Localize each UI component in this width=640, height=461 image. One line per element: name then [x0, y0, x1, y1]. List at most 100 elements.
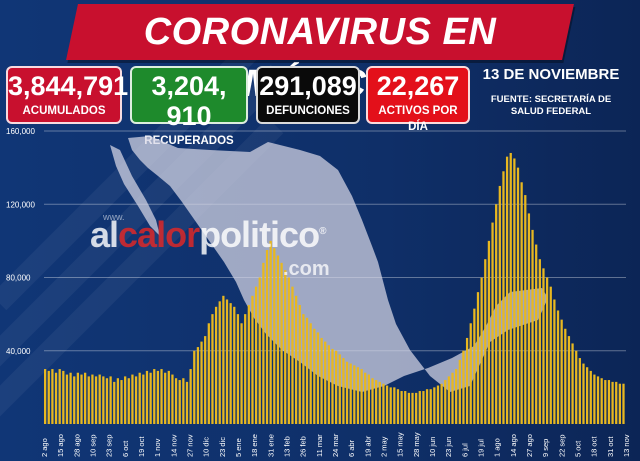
bar: [505, 156, 509, 424]
bar: [371, 378, 374, 424]
bar: [276, 255, 280, 424]
bar: [556, 310, 560, 424]
x-tick-label: 6 abr: [347, 439, 356, 457]
bar: [222, 295, 225, 424]
bar: [65, 374, 69, 424]
bar: [94, 376, 98, 424]
bar: [385, 385, 389, 424]
bar: [193, 350, 196, 424]
stat-accumulated-value: 3,844,791: [8, 71, 129, 101]
x-tick-label: 15 may: [396, 432, 405, 457]
x-tick-label: 18 oct: [590, 436, 599, 457]
bar: [269, 240, 272, 425]
bar: [145, 370, 149, 424]
bar: [553, 299, 556, 424]
bar: [185, 381, 189, 424]
bar: [131, 374, 134, 424]
x-tick-label: 19 abr: [363, 435, 372, 457]
bar: [491, 222, 494, 424]
stat-recovered-value: 3,204, 910: [151, 71, 227, 131]
bar: [407, 392, 411, 424]
watermark-part: al: [90, 214, 119, 255]
x-tick-label: 10 jun: [428, 437, 437, 457]
bar: [124, 376, 127, 424]
watermark-logo: alcalorpolitico®: [90, 214, 327, 256]
bar: [476, 292, 480, 424]
bar: [200, 341, 203, 424]
bar: [214, 306, 218, 424]
bar: [458, 359, 461, 424]
bar: [80, 374, 83, 424]
bar: [353, 365, 356, 424]
bar: [487, 240, 491, 425]
bar: [567, 336, 571, 424]
x-tick-label: 14 nov: [169, 434, 178, 457]
bar: [105, 378, 109, 424]
watermark-www: www.: [103, 212, 125, 222]
bar: [47, 370, 50, 424]
bar: [313, 328, 316, 424]
bar: [120, 380, 123, 424]
watermark-part-red: calor: [118, 214, 200, 255]
bar: [382, 383, 385, 424]
x-tick-label: 1 ago: [493, 438, 502, 457]
x-tick-label: 10 dic: [202, 437, 211, 457]
x-tick-label: 27 nov: [186, 434, 195, 457]
stat-deaths: 291,089 DEFUNCIONES: [256, 66, 360, 124]
x-tick-label: 23 jun: [444, 437, 453, 457]
bar: [349, 363, 352, 424]
bar: [596, 376, 600, 424]
bar: [593, 374, 596, 424]
stat-active: 22,267 ACTIVOS POR DÍA: [366, 66, 470, 133]
x-tick-label: 13 nov: [622, 434, 631, 457]
x-tick-label: 19 jul: [477, 439, 486, 457]
bar: [294, 295, 298, 424]
bar: [116, 378, 120, 424]
y-tick-label: 80,000: [6, 274, 31, 283]
bar: [51, 369, 54, 424]
bar: [571, 343, 574, 424]
bar: [433, 387, 436, 425]
chart-axis: 160,000 120,000 80,000 40,000 2 ago 15 ago 28 …: [6, 127, 631, 457]
bar: [575, 350, 578, 424]
bar: [607, 380, 611, 424]
x-tick-label: 9 sep: [541, 439, 550, 457]
bar: [404, 391, 407, 424]
report-date: 13 DE NOVIEMBRE: [482, 66, 620, 83]
bar: [600, 378, 603, 424]
bar: [247, 304, 250, 424]
bar: [345, 361, 349, 424]
bar: [495, 204, 498, 424]
bar: [291, 286, 294, 424]
stat-active-value: 22,267: [376, 71, 460, 101]
bar: [604, 380, 607, 424]
bar: [331, 348, 334, 424]
bar: [535, 244, 538, 424]
x-tick-label: 11 mar: [315, 434, 324, 457]
bar: [484, 259, 487, 424]
bar: [531, 229, 534, 424]
bar: [164, 372, 167, 424]
x-tick-label: 1 nov: [153, 438, 162, 457]
x-tick-label: 18 ene: [250, 434, 259, 457]
bar: [309, 323, 312, 424]
bar: [436, 385, 440, 424]
bar: [364, 372, 367, 424]
bar: [134, 376, 138, 424]
bar: [509, 152, 512, 424]
bar: [469, 323, 472, 424]
bar: [367, 374, 370, 424]
bar: [611, 381, 614, 424]
x-tick-label: 27 ago: [525, 434, 534, 457]
bar: [465, 337, 469, 424]
watermark-com: .com: [283, 258, 330, 280]
watermark-reg: ®: [319, 226, 326, 237]
bar: [54, 372, 58, 424]
stat-recovered: 3,204, 910 RECUPERADOS: [130, 66, 248, 147]
bar: [560, 319, 563, 424]
bar: [113, 381, 116, 424]
bar: [171, 374, 174, 424]
bar: [513, 158, 516, 424]
bar: [422, 391, 425, 424]
bar: [327, 345, 330, 424]
